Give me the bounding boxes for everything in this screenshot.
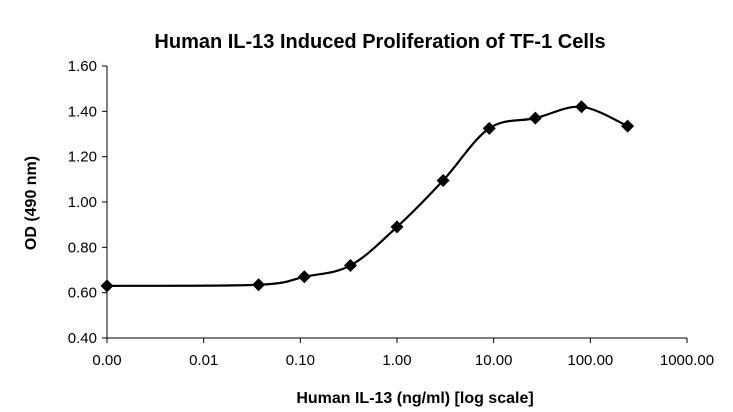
data-point-marker [297, 270, 311, 284]
data-point-marker [436, 173, 450, 187]
series-markers [100, 100, 635, 293]
data-point-marker [621, 119, 635, 133]
y-tick-label: 0.80 [68, 239, 97, 256]
y-tick-label: 1.20 [68, 149, 97, 166]
y-tick-label: 0.60 [68, 285, 97, 302]
data-point-marker [482, 121, 496, 135]
y-tick-label: 0.40 [68, 330, 97, 347]
data-point-marker [390, 220, 404, 234]
data-point-marker [574, 100, 588, 114]
data-point-marker [252, 278, 266, 292]
x-tick-label: 100.00 [567, 352, 613, 369]
data-point-marker [528, 111, 542, 125]
x-tick-label: 0.00 [92, 352, 121, 369]
y-axis-label: OD (490 nm) [23, 156, 40, 250]
y-tick-label: 1.60 [68, 58, 97, 75]
x-tick-label: 1.00 [382, 352, 411, 369]
y-axis-ticks: 0.40 0.60 0.80 1.00 1.20 1.40 1.60 [68, 58, 107, 347]
chart-title: Human IL-13 Induced Proliferation of TF-… [154, 31, 605, 53]
x-tick-label: 1000.00 [660, 352, 714, 369]
data-point-marker [343, 258, 357, 272]
y-tick-label: 1.40 [68, 103, 97, 120]
y-tick-label: 1.00 [68, 194, 97, 211]
x-tick-label: 0.10 [286, 352, 315, 369]
x-tick-label: 0.01 [189, 352, 218, 369]
x-tick-label: 10.00 [475, 352, 513, 369]
data-point-marker [100, 279, 114, 293]
series-line [106, 105, 629, 287]
x-axis-label: Human IL-13 (ng/ml) [log scale] [296, 390, 533, 407]
x-axis-ticks: 0.00 0.01 0.10 1.00 10.00 100.00 1000.00 [92, 338, 714, 369]
